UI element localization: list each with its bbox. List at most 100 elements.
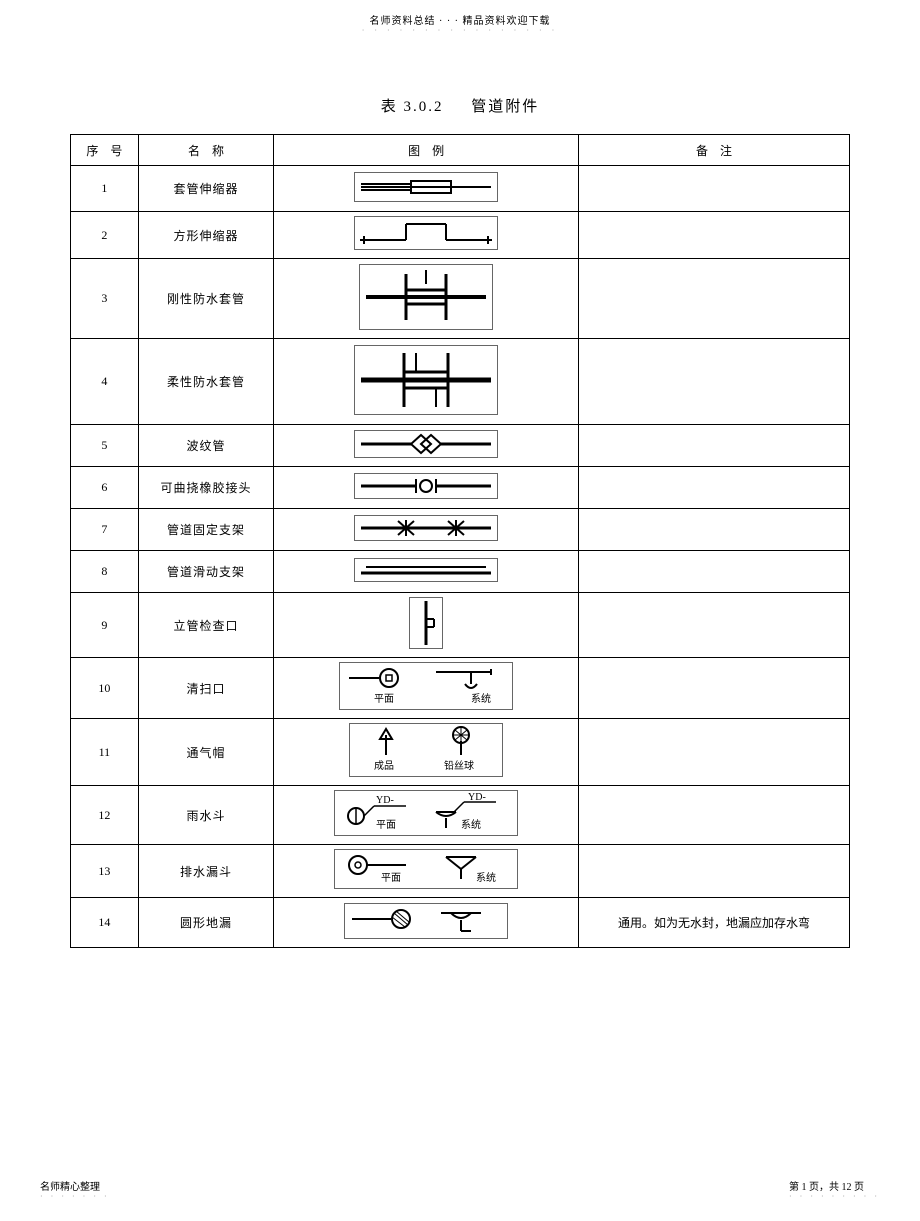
- cell-note: [579, 425, 850, 467]
- symbol-flexible-waterproof-sleeve-icon: [354, 345, 498, 415]
- cell-note: [579, 467, 850, 509]
- symbol-fixed-support-icon: [354, 515, 498, 541]
- cell-name: 圆形地漏: [138, 898, 273, 948]
- table-row: 9 立管检查口: [71, 593, 850, 658]
- cell-symbol: [274, 166, 579, 212]
- footer-right: 第 1 页，共 12 页 · · · · · · · · ·: [789, 1178, 880, 1201]
- cell-symbol: [274, 212, 579, 259]
- cell-note: [579, 786, 850, 845]
- cell-symbol: 成品 铅丝球: [274, 719, 579, 786]
- cell-name: 管道滑动支架: [138, 551, 273, 593]
- table-row: 6 可曲挠橡胶接头: [71, 467, 850, 509]
- table-row: 2 方形伸缩器: [71, 212, 850, 259]
- cell-name: 套管伸缩器: [138, 166, 273, 212]
- cell-symbol: [274, 425, 579, 467]
- symbol-sleeve-expansion-icon: [354, 172, 498, 202]
- cell-note: [579, 593, 850, 658]
- cell-note: [579, 845, 850, 898]
- col-note: 备注: [579, 135, 850, 166]
- symbol-vent-cap-icon: 成品 铅丝球: [349, 723, 503, 777]
- doc-header-dots: · · · · · · · · · · · · · · · ·: [60, 27, 860, 35]
- label-system: 系统: [461, 818, 481, 831]
- cell-symbol: [274, 509, 579, 551]
- cell-name: 波纹管: [138, 425, 273, 467]
- cell-note: [579, 339, 850, 425]
- table-row: 7 管道固定支架: [71, 509, 850, 551]
- cell-symbol: [274, 593, 579, 658]
- label-plan: 平面: [376, 820, 396, 831]
- label-plan: 平面: [374, 694, 394, 705]
- cell-note: 通用。如为无水封，地漏应加存水弯: [579, 898, 850, 948]
- table-row: 1 套管伸缩器: [71, 166, 850, 212]
- cell-seq: 11: [71, 719, 139, 786]
- cell-symbol: 平面 系统: [274, 845, 579, 898]
- cell-name: 刚性防水套管: [138, 259, 273, 339]
- cell-symbol: [274, 551, 579, 593]
- cell-name: 立管检查口: [138, 593, 273, 658]
- label-system: 系统: [471, 692, 491, 705]
- doc-header: 名师资料总结 · · · 精品资料欢迎下载: [60, 10, 860, 27]
- page-title: 表 3.0.2 管道附件: [60, 95, 860, 116]
- col-seq: 序号: [71, 135, 139, 166]
- cell-seq: 5: [71, 425, 139, 467]
- col-name: 名称: [138, 135, 273, 166]
- cell-seq: 6: [71, 467, 139, 509]
- cell-name: 柔性防水套管: [138, 339, 273, 425]
- pipe-fittings-table: 序号 名称 图例 备注 1 套管伸缩器: [70, 134, 850, 948]
- cell-note: [579, 166, 850, 212]
- symbol-rubber-joint-icon: [354, 473, 498, 499]
- cell-seq: 4: [71, 339, 139, 425]
- symbol-sliding-support-icon: [354, 558, 498, 582]
- cell-seq: 10: [71, 658, 139, 719]
- cell-note: [579, 259, 850, 339]
- cell-symbol: 平面 系统: [274, 658, 579, 719]
- cell-symbol: [274, 259, 579, 339]
- cell-symbol: [274, 339, 579, 425]
- cell-name: 通气帽: [138, 719, 273, 786]
- cell-seq: 12: [71, 786, 139, 845]
- label-system: 系统: [476, 871, 496, 884]
- footer-left: 名师精心整理 · · · · · · ·: [40, 1178, 110, 1201]
- cell-seq: 8: [71, 551, 139, 593]
- table-row: 13 排水漏斗 平面: [71, 845, 850, 898]
- table-row: 5 波纹管: [71, 425, 850, 467]
- cell-name: 管道固定支架: [138, 509, 273, 551]
- table-row: 12 雨水斗 YD- 平面: [71, 786, 850, 845]
- cell-seq: 14: [71, 898, 139, 948]
- cell-note: [579, 551, 850, 593]
- label-chengpin: 成品: [374, 760, 394, 772]
- cell-seq: 1: [71, 166, 139, 212]
- cell-symbol: YD- 平面 YD- 系统: [274, 786, 579, 845]
- cell-note: [579, 212, 850, 259]
- cell-name: 方形伸缩器: [138, 212, 273, 259]
- symbol-square-expansion-icon: [354, 216, 498, 250]
- table-row: 4 柔性防水套管: [71, 339, 850, 425]
- title-number: 表 3.0.2: [381, 99, 444, 115]
- cell-seq: 3: [71, 259, 139, 339]
- footer-right-dots: · · · · · · · · ·: [789, 1193, 880, 1201]
- table-row: 14 圆形地漏: [71, 898, 850, 948]
- table-row: 3 刚性防水套管: [71, 259, 850, 339]
- title-text: 管道附件: [471, 99, 539, 115]
- symbol-bellows-icon: [354, 430, 498, 458]
- label-yd1: YD-: [376, 795, 394, 806]
- cell-symbol: [274, 898, 579, 948]
- cell-name: 可曲挠橡胶接头: [138, 467, 273, 509]
- footer-left-dots: · · · · · · ·: [40, 1193, 110, 1201]
- cell-symbol: [274, 467, 579, 509]
- cell-name: 排水漏斗: [138, 845, 273, 898]
- cell-seq: 2: [71, 212, 139, 259]
- page: 名师资料总结 · · · 精品资料欢迎下载 · · · · · · · · · …: [0, 0, 920, 1221]
- table-header-row: 序号 名称 图例 备注: [71, 135, 850, 166]
- symbol-drain-funnel-icon: 平面 系统: [334, 849, 518, 889]
- table-row: 8 管道滑动支架: [71, 551, 850, 593]
- cell-note: [579, 719, 850, 786]
- cell-note: [579, 509, 850, 551]
- label-qsq: 铅丝球: [444, 759, 474, 772]
- cell-name: 雨水斗: [138, 786, 273, 845]
- label-yd2: YD-: [468, 792, 486, 803]
- cell-note: [579, 658, 850, 719]
- symbol-riser-inspection-icon: [409, 597, 443, 649]
- symbol-round-floor-drain-icon: [344, 903, 508, 939]
- cell-seq: 9: [71, 593, 139, 658]
